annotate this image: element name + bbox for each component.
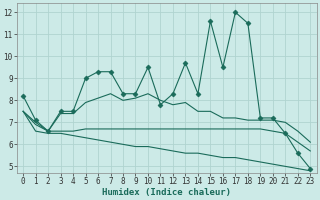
X-axis label: Humidex (Indice chaleur): Humidex (Indice chaleur) (102, 188, 231, 197)
